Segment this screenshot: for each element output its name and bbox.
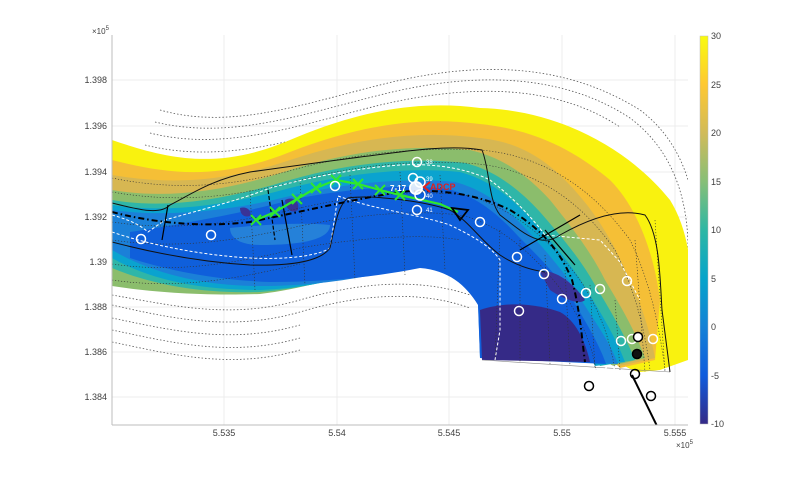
y-tick-label: 1.384 (84, 392, 107, 402)
station-40-label: 40 (426, 194, 433, 200)
y-tick-label: 1.394 (84, 167, 107, 177)
station-39-label: 39 (426, 177, 433, 183)
deep-pool-2 (540, 271, 585, 302)
plot-area: 7-17 ADCP 38 39 40 41 (111, 35, 688, 426)
deep-pool-4 (240, 207, 251, 217)
colorbar-tick-label: 10 (711, 225, 721, 235)
adcp-arrow-icon (422, 181, 431, 193)
x-tick-label: 5.535 (213, 428, 236, 438)
station-41-label: 41 (426, 208, 433, 214)
y-tick-label: 1.392 (84, 212, 107, 222)
x-tick-label: 5.545 (438, 428, 461, 438)
colorbar: 30 25 20 15 10 5 0 -5 -10 (699, 31, 724, 429)
colorbar-tick-label: 15 (711, 177, 721, 187)
contour-level-minus10 (480, 304, 590, 362)
colorbar-tick-label: -10 (711, 419, 724, 429)
adcp-cluster-fill (409, 181, 423, 195)
colorbar-tick-label: 25 (711, 80, 721, 90)
data-edge-bottom (481, 359, 671, 373)
x-tick-label: 5.55 (553, 428, 571, 438)
transect-x-markers (250, 174, 406, 226)
x-axis: 5.535 5.54 5.545 5.55 5.555 ×105 (213, 428, 694, 450)
colorbar-tick-label: -5 (711, 371, 719, 381)
colorbar-tick-label: 0 (711, 322, 716, 332)
y-exponent: ×105 (92, 26, 110, 36)
bank-line-upper (112, 147, 671, 373)
channel-boundary-upper (112, 164, 641, 301)
bank-line-lower (112, 196, 546, 273)
transect-label: 7-17 (390, 184, 407, 193)
y-tick-label: 1.396 (84, 121, 107, 131)
colorbar-tick-label: 30 (711, 31, 721, 41)
adcp-label: ADCP (430, 182, 456, 192)
station-markers-dark (583, 331, 657, 402)
channel-centerline (112, 189, 586, 363)
x-exponent: ×105 (676, 440, 694, 450)
station-38-label: 38 (426, 160, 433, 166)
x-tick-label: 5.54 (328, 428, 346, 438)
shoal-patch (230, 223, 330, 245)
x-tick-label: 5.555 (664, 428, 687, 438)
colorbar-tick-label: 20 (711, 128, 721, 138)
triangle-marker (450, 206, 470, 222)
colorbar-tick-label: 5 (711, 274, 716, 284)
y-tick-label: 1.39 (89, 257, 107, 267)
y-tick-label: 1.398 (84, 75, 107, 85)
y-tick-label: 1.388 (84, 302, 107, 312)
y-tick-label: 1.386 (84, 347, 107, 357)
y-axis: ×105 1.398 1.396 1.394 1.392 1.39 1.388 … (84, 26, 109, 402)
inner-dotted-curves (112, 149, 666, 373)
